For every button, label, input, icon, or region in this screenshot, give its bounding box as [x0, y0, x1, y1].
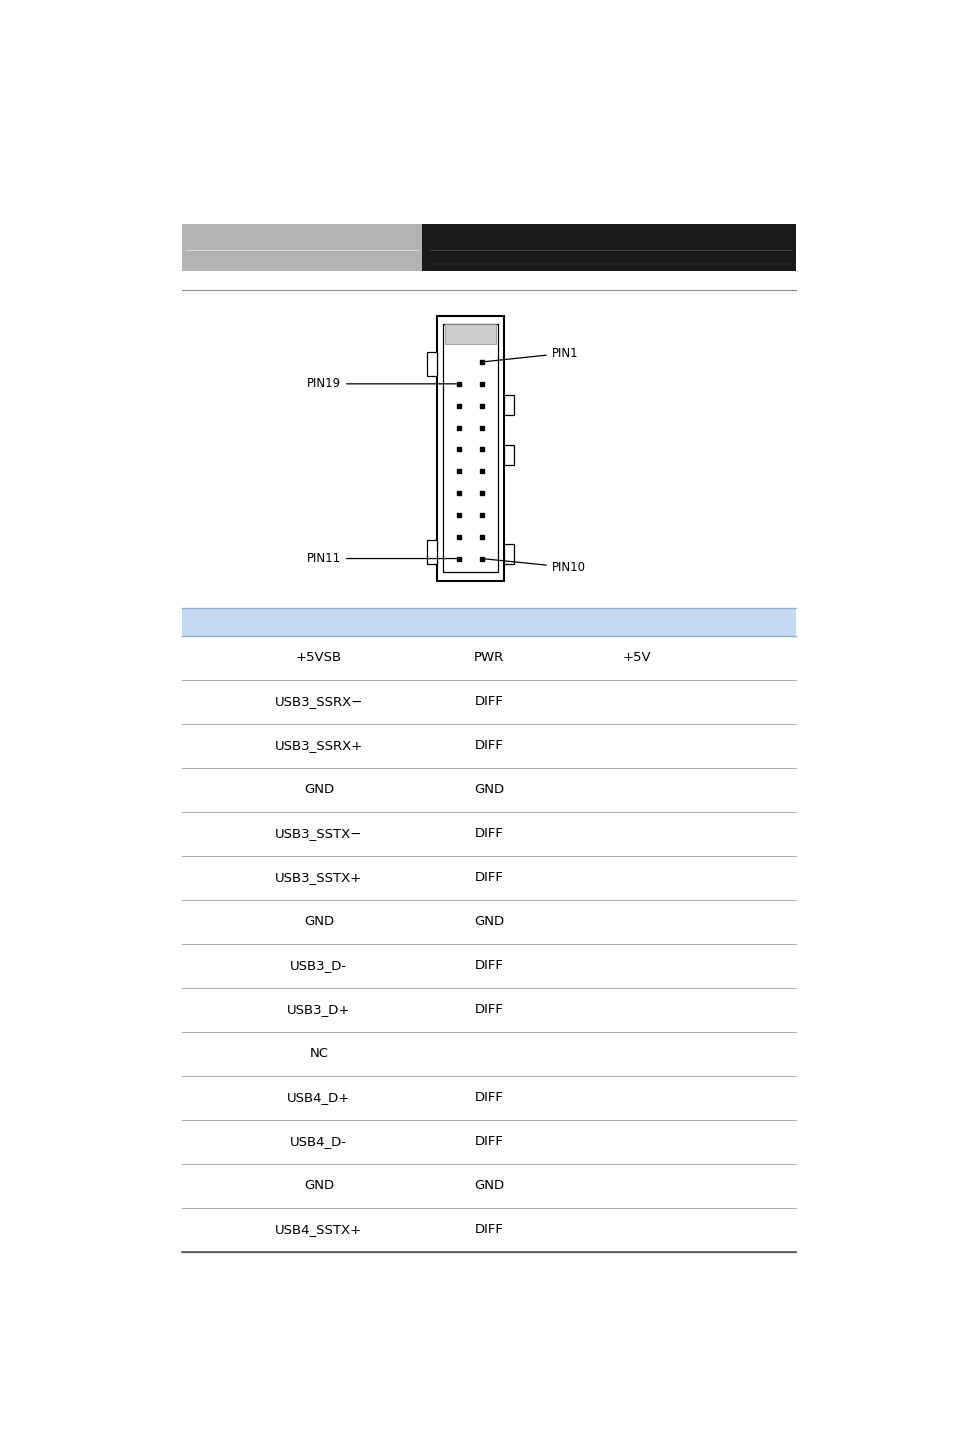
Bar	[503, 445, 514, 465]
Text: USB3_SSRX−: USB3_SSRX−	[274, 695, 363, 708]
Text: PWR: PWR	[474, 651, 503, 664]
Bar	[426, 539, 436, 564]
Text: USB3_SSTX+: USB3_SSTX+	[275, 872, 362, 885]
Text: DIFF: DIFF	[474, 740, 503, 753]
Text: +5V: +5V	[621, 651, 651, 664]
Text: DIFF: DIFF	[474, 695, 503, 708]
Bar	[182, 224, 422, 271]
Text: USB3_SSRX+: USB3_SSRX+	[274, 740, 363, 753]
Bar	[503, 396, 514, 414]
Text: GND: GND	[303, 915, 334, 928]
Text: NC: NC	[309, 1047, 328, 1060]
Text: +5VSB: +5VSB	[295, 651, 341, 664]
Text: GND: GND	[474, 915, 503, 928]
Bar	[444, 324, 496, 344]
Text: DIFF: DIFF	[474, 1004, 503, 1017]
Text: USB4_D-: USB4_D-	[290, 1136, 347, 1149]
Text: USB3_D+: USB3_D+	[287, 1004, 350, 1017]
Text: DIFF: DIFF	[474, 827, 503, 840]
Text: PIN1: PIN1	[484, 347, 578, 361]
Text: PIN10: PIN10	[484, 559, 585, 574]
Text: DIFF: DIFF	[474, 1136, 503, 1149]
Text: DIFF: DIFF	[474, 872, 503, 885]
Text: PIN11: PIN11	[307, 552, 456, 565]
Text: USB4_SSTX+: USB4_SSTX+	[275, 1223, 362, 1236]
Text: PIN19: PIN19	[307, 377, 456, 390]
Bar	[442, 324, 497, 572]
Text: USB4_D+: USB4_D+	[287, 1091, 350, 1104]
Bar	[182, 608, 795, 635]
Text: GND: GND	[303, 783, 334, 796]
Text: GND: GND	[474, 1179, 503, 1193]
Bar	[436, 315, 503, 581]
Text: GND: GND	[303, 1179, 334, 1193]
Text: DIFF: DIFF	[474, 1091, 503, 1104]
Text: USB3_SSTX−: USB3_SSTX−	[274, 827, 362, 840]
Text: USB3_D-: USB3_D-	[290, 959, 347, 972]
Text: GND: GND	[474, 783, 503, 796]
Bar	[503, 543, 514, 564]
Bar	[426, 353, 436, 376]
Bar	[422, 224, 795, 271]
Text: DIFF: DIFF	[474, 1223, 503, 1236]
Text: DIFF: DIFF	[474, 959, 503, 972]
